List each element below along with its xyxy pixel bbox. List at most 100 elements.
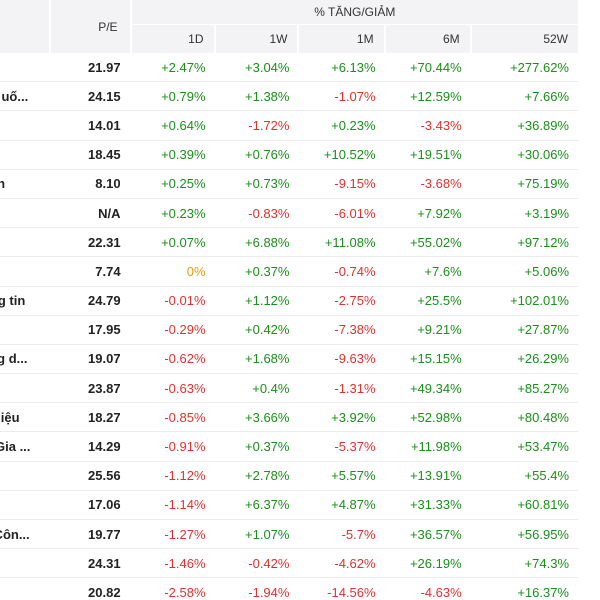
change-1d: +0.07% [130, 227, 215, 258]
column-header-1d[interactable]: 1D [130, 24, 215, 53]
change-1m: -4.62% [298, 548, 385, 579]
pe-value: 17.06 [49, 490, 131, 521]
pe-value: N/A [49, 198, 131, 229]
change-52w: +16.37% [470, 577, 578, 600]
sector-name[interactable]: trí [0, 198, 50, 229]
column-header-1w[interactable]: 1W [213, 24, 299, 53]
pe-header[interactable]: P/E [49, 0, 132, 53]
change-1d: -0.91% [130, 431, 215, 462]
column-header-1m[interactable]: 1M [297, 24, 385, 53]
table-row[interactable]: & Gia ...14.29-0.91%+0.37%-5.37%+11.98%+… [0, 431, 578, 462]
change-1m: -7.38% [298, 315, 385, 345]
change-1m: -6.01% [298, 198, 385, 229]
sector-name[interactable] [0, 140, 50, 170]
pe-value: 18.45 [49, 140, 131, 170]
change-1m: +3.92% [298, 402, 385, 433]
change-group-header: % TĂNG/GIẢM [130, 0, 578, 25]
table-body: nh21.97+2.47%+3.04%+6.13%+70.44%+277.62%… [0, 53, 578, 600]
sector-name[interactable]: & Gia ... [0, 431, 50, 462]
sector-name[interactable] [0, 256, 50, 287]
change-52w: +7.66% [470, 81, 578, 112]
change-1w: -0.83% [214, 198, 299, 229]
table-row[interactable]: 20.82 -2.58% -1.94% -14.56% -4.63% +16.37% [0, 577, 578, 600]
change-6m: +49.34% [384, 373, 471, 404]
change-52w: +3.19% [470, 198, 578, 229]
table-row[interactable]: ông tin24.79-0.01%+1.12%-2.75%+25.5%+102… [0, 286, 578, 316]
table-row[interactable]: nh21.97+2.47%+3.04%+6.13%+70.44%+277.62% [0, 53, 578, 83]
sector-name[interactable]: đồ uố... [0, 81, 50, 112]
column-header-52w[interactable]: 52W [469, 24, 578, 53]
change-6m: +11.98% [384, 431, 471, 462]
table-row[interactable]: 17.95 -0.29% +0.42% -7.38% +9.21% +27.87% [0, 315, 578, 345]
sector-name[interactable]: ăng d... [0, 344, 50, 375]
change-1w: -1.94% [214, 577, 299, 600]
table-row[interactable]: 25.56 -1.12% +2.78% +5.57% +13.91% +55.4% [0, 461, 578, 491]
sector-name[interactable]: nh [0, 53, 50, 83]
change-6m: +15.15% [384, 344, 471, 375]
pe-value: 24.79 [49, 286, 131, 316]
pe-value: 24.31 [49, 548, 131, 579]
sector-name[interactable] [0, 577, 50, 600]
sector-name[interactable] [0, 548, 50, 579]
change-52w: +102.01% [470, 286, 578, 316]
change-1d: -2.58% [130, 577, 215, 600]
sector-name-header [0, 0, 51, 53]
table-row[interactable]: 23.87 -0.63% +0.4% -1.31% +49.34% +85.27% [0, 373, 578, 404]
change-6m: +7.92% [384, 198, 471, 229]
change-1w: +6.37% [214, 490, 299, 521]
column-header-6m[interactable]: 6M [383, 24, 471, 53]
change-1w: +1.12% [214, 286, 299, 316]
change-1d: -1.46% [130, 548, 215, 579]
change-52w: +277.62% [470, 53, 578, 83]
table-row[interactable]: ăng d...19.07-0.62%+1.68%-9.63%+15.15%+2… [0, 344, 578, 375]
table-row[interactable]: tríN/A+0.23%-0.83%-6.01%+7.92%+3.19% [0, 198, 578, 229]
change-6m: +13.91% [384, 461, 471, 491]
table-row[interactable]: 22.31 +0.07% +6.88% +11.08% +55.02% +97.12% [0, 227, 578, 258]
sector-name[interactable] [0, 373, 50, 404]
change-1w: +1.07% [214, 519, 299, 550]
sector-name[interactable]: bản [0, 169, 50, 199]
change-6m: +55.02% [384, 227, 471, 258]
change-6m: +70.44% [384, 53, 471, 83]
table-row[interactable]: ật liệu18.27-0.85%+3.66%+3.92%+52.98%+80… [0, 402, 578, 433]
pe-value: 23.87 [49, 373, 131, 404]
table-row[interactable]: đồ uố...24.15+0.79%+1.38%-1.07%+12.59%+7… [0, 81, 578, 112]
sector-name[interactable]: ật liệu [0, 402, 50, 433]
sector-name[interactable] [0, 110, 50, 141]
change-6m: +36.57% [384, 519, 471, 550]
change-1d: +2.47% [130, 53, 215, 83]
sector-name[interactable] [0, 461, 50, 491]
pe-value: 17.95 [49, 315, 131, 345]
change-1m: -1.07% [298, 81, 385, 112]
pe-value: 18.27 [49, 402, 131, 433]
table-row[interactable]: bản8.10+0.25%+0.73%-9.15%-3.68%+75.19% [0, 169, 578, 199]
change-6m: -3.68% [384, 169, 471, 199]
table-row[interactable]: 7.74 0% +0.37% -0.74% +7.6% +5.06% [0, 256, 578, 287]
table-row[interactable]: 14.01 +0.64% -1.72% +0.23% -3.43% +36.89% [0, 110, 578, 141]
pe-value: 19.77 [49, 519, 131, 550]
sector-name[interactable] [0, 315, 50, 345]
change-1m: -2.75% [298, 286, 385, 316]
change-52w: +85.27% [470, 373, 578, 404]
pe-value: 14.29 [49, 431, 131, 462]
sector-name[interactable]: ông tin [0, 286, 50, 316]
change-1m: -9.63% [298, 344, 385, 375]
change-1m: -1.31% [298, 373, 385, 404]
sector-name[interactable]: u Côn... [0, 519, 50, 550]
table-row[interactable]: 24.31 -1.46% -0.42% -4.62% +26.19% +74.3% [0, 548, 578, 579]
change-1m: +10.52% [298, 140, 385, 170]
change-1w: +0.73% [214, 169, 299, 199]
table-row[interactable]: u Côn...19.77-1.27%+1.07%-5.7%+36.57%+56… [0, 519, 578, 550]
sector-name[interactable]: ng [0, 490, 50, 521]
sector-name[interactable] [0, 227, 50, 258]
change-1d: -1.14% [130, 490, 215, 521]
change-6m: -4.63% [384, 577, 471, 600]
pe-value: 14.01 [49, 110, 131, 141]
pe-value: 25.56 [49, 461, 131, 491]
table-row[interactable]: 18.45 +0.39% +0.76% +10.52% +19.51% +30.06% [0, 140, 578, 170]
change-6m: +7.6% [384, 256, 471, 287]
table-row[interactable]: ng17.06-1.14%+6.37%+4.87%+31.33%+60.81% [0, 490, 578, 521]
change-1w: +2.78% [214, 461, 299, 491]
change-52w: +75.19% [470, 169, 578, 199]
